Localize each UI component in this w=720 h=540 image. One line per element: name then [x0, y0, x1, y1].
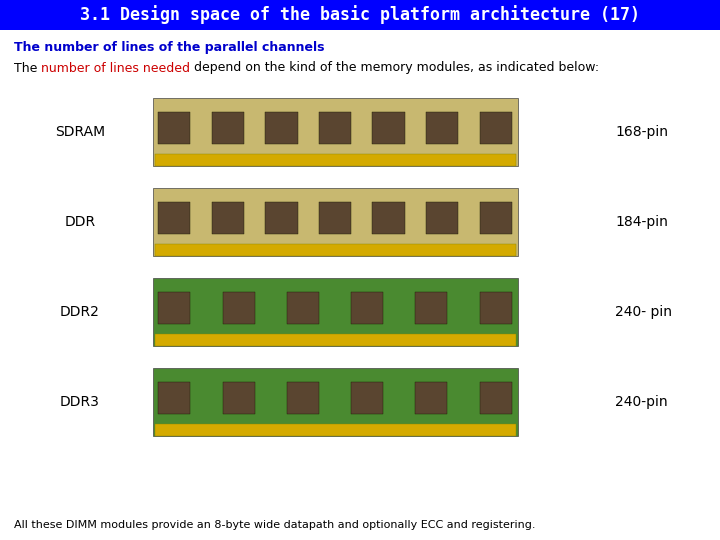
Text: DDR2: DDR2	[60, 305, 100, 319]
Bar	[158, 292, 191, 324]
Bar	[426, 112, 458, 144]
Bar	[319, 112, 351, 144]
Bar	[222, 382, 255, 414]
Text: The: The	[14, 62, 41, 75]
Bar	[155, 424, 516, 436]
Text: The number of lines of the parallel channels: The number of lines of the parallel chan…	[14, 42, 325, 55]
Text: 240- pin: 240- pin	[615, 305, 672, 319]
Bar	[372, 201, 405, 234]
Bar	[158, 201, 191, 234]
Text: 240-pin: 240-pin	[615, 395, 667, 409]
Bar	[287, 382, 319, 414]
Bar	[153, 188, 518, 256]
Text: All these DIMM modules provide an 8-byte wide datapath and optionally ECC and re: All these DIMM modules provide an 8-byte…	[14, 520, 536, 530]
Text: depend on the kind of the memory modules, as indicated below:: depend on the kind of the memory modules…	[190, 62, 600, 75]
Bar	[351, 292, 383, 324]
Bar	[351, 382, 383, 414]
Text: number of lines needed: number of lines needed	[41, 62, 190, 75]
Text: SDRAM: SDRAM	[55, 125, 105, 139]
Text: DDR3: DDR3	[60, 395, 100, 409]
Bar	[480, 201, 512, 234]
Bar	[212, 112, 244, 144]
Bar	[153, 98, 518, 166]
Bar	[155, 245, 516, 256]
Bar	[372, 112, 405, 144]
Bar	[319, 201, 351, 234]
Bar	[480, 382, 512, 414]
Bar	[0, 0, 720, 30]
Bar	[266, 112, 297, 144]
Bar	[222, 292, 255, 324]
Bar	[155, 334, 516, 346]
Bar	[415, 382, 447, 414]
Text: 3.1 Design space of the basic platform architecture (17): 3.1 Design space of the basic platform a…	[80, 5, 640, 24]
Bar	[266, 201, 297, 234]
Bar	[426, 201, 458, 234]
Bar	[212, 201, 244, 234]
Bar	[287, 292, 319, 324]
Text: 168-pin: 168-pin	[615, 125, 668, 139]
Bar	[153, 278, 518, 346]
Bar	[155, 154, 516, 166]
Text: DDR: DDR	[64, 215, 96, 229]
Bar	[480, 292, 512, 324]
Bar	[480, 112, 512, 144]
Bar	[153, 368, 518, 436]
Bar	[158, 112, 191, 144]
Bar	[415, 292, 447, 324]
Text: 184-pin: 184-pin	[615, 215, 668, 229]
Bar	[158, 382, 191, 414]
